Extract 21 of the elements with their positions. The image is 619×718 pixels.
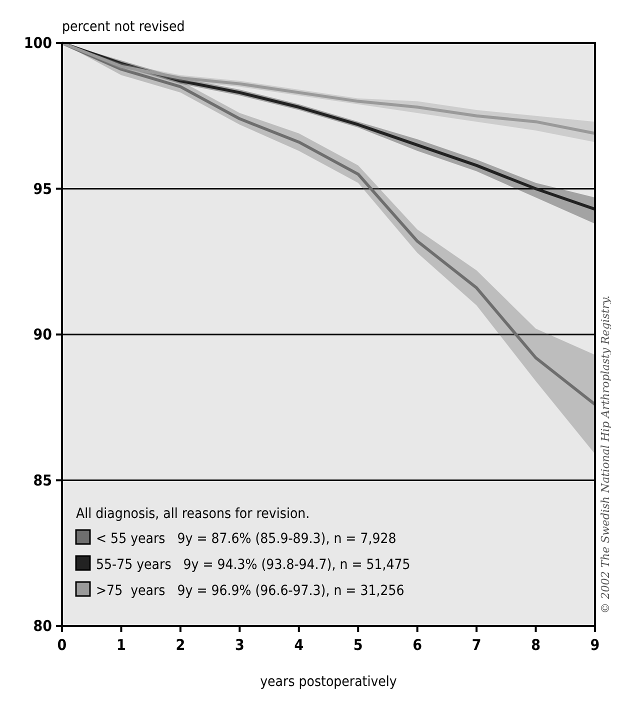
y-tick-label: 100 — [24, 34, 52, 52]
x-tick-label: 2 — [176, 636, 186, 654]
x-tick-label: 5 — [353, 636, 363, 654]
x-tick-label: 0 — [57, 636, 67, 654]
x-tick-label: 6 — [412, 636, 422, 654]
legend-label: 55-75 years 9y = 94.3% (93.8-94.7), n = 51,475 — [96, 557, 410, 573]
x-tick-label: 9 — [590, 636, 600, 654]
x-axis-title: years postoperatively — [260, 674, 398, 690]
x-tick-label: 7 — [472, 636, 482, 654]
y-tick-label: 95 — [33, 180, 52, 198]
x-tick-label: 4 — [294, 636, 304, 654]
legend-label: < 55 years 9y = 87.6% (85.9-89.3), n = 7,928 — [96, 531, 396, 547]
x-tick-label: 8 — [531, 636, 540, 654]
y-axis-title: percent not revised — [62, 19, 185, 35]
y-tick-label: 80 — [33, 617, 52, 635]
x-tick-label: 1 — [116, 636, 126, 654]
y-tick-label: 85 — [33, 471, 52, 490]
legend-label: >75 years 9y = 96.9% (96.6-97.3), n = 31,256 — [96, 583, 404, 599]
y-tick-label: 90 — [33, 326, 52, 344]
x-tick-label: 3 — [234, 636, 244, 654]
legend-title: All diagnosis, all reasons for revision. — [76, 506, 310, 522]
